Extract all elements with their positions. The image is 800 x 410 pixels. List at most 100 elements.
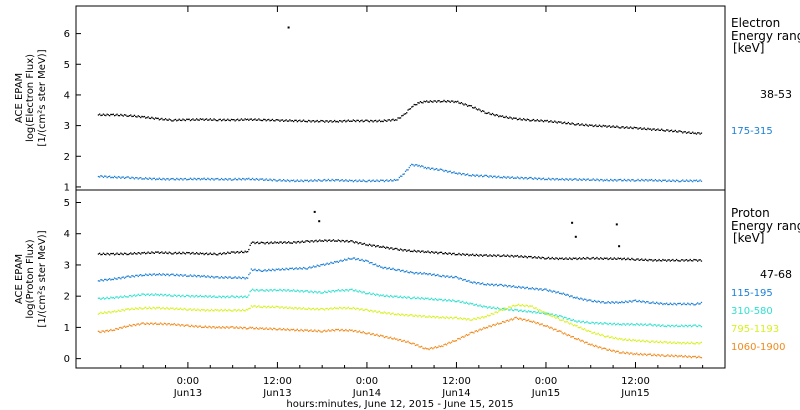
proton-point (357, 331, 359, 333)
electron-point (101, 114, 103, 116)
electron-point (128, 115, 131, 117)
proton-point (646, 301, 648, 303)
electron-point (433, 169, 435, 171)
electron-point (269, 178, 271, 180)
electron-point (132, 115, 134, 117)
electron-point (450, 172, 453, 174)
electron-point (341, 179, 343, 181)
proton-point (356, 290, 358, 292)
proton-point (417, 296, 419, 298)
electron-point (99, 176, 101, 178)
proton-point (116, 278, 118, 280)
proton-point (546, 313, 548, 316)
proton-point (120, 278, 122, 280)
electron-point (585, 179, 587, 182)
proton-point (532, 256, 535, 259)
proton-point (448, 276, 450, 279)
proton-point (317, 329, 320, 331)
proton-point (281, 290, 284, 292)
electron-point (482, 110, 484, 112)
proton-point (385, 312, 387, 314)
electron-point (678, 181, 680, 183)
proton-point (194, 309, 197, 311)
proton-point (297, 268, 300, 270)
proton-point (235, 277, 238, 279)
proton-point (659, 325, 661, 327)
proton-point (489, 254, 491, 256)
proton-point (593, 323, 596, 325)
proton-point (112, 296, 114, 299)
electron-point (353, 180, 356, 182)
proton-point (583, 258, 586, 260)
electron-point (404, 170, 407, 172)
proton-point (633, 353, 635, 355)
proton-point (669, 260, 671, 262)
proton-point (455, 340, 458, 342)
electron-point (401, 175, 403, 177)
proton-point (498, 310, 500, 312)
proton-point (580, 321, 582, 324)
proton-point (490, 326, 492, 328)
electron-point (422, 102, 424, 104)
proton-point (572, 257, 574, 259)
proton-point (409, 271, 412, 273)
electron-point (398, 176, 400, 179)
proton-point (606, 349, 608, 351)
proton-point (135, 274, 137, 277)
proton-point (689, 342, 691, 345)
proton-point (237, 295, 239, 298)
electron-point (263, 118, 265, 120)
electron-point (356, 180, 358, 183)
electron-point (672, 179, 674, 181)
proton-point (516, 287, 519, 289)
proton-point (239, 277, 241, 279)
proton-point (597, 332, 599, 334)
proton-point (207, 253, 209, 256)
electron-point (567, 121, 569, 124)
proton-point (162, 306, 164, 309)
proton-point (585, 329, 587, 331)
proton-point (332, 307, 335, 310)
proton-point (254, 268, 256, 270)
electron-point (549, 121, 551, 123)
proton-point (219, 309, 221, 311)
electron-point (532, 118, 535, 121)
proton-point (295, 267, 297, 269)
electron-point (330, 120, 332, 122)
electron-point (571, 179, 573, 181)
proton-point (603, 257, 606, 259)
proton-point (327, 290, 330, 292)
electron-point (506, 117, 509, 119)
proton-point (526, 286, 528, 288)
proton-point (248, 294, 250, 296)
proton-point (428, 273, 430, 275)
proton-point (564, 293, 566, 295)
proton-point (138, 307, 141, 309)
proton-point (694, 324, 696, 326)
proton-point (531, 305, 533, 307)
electron-point (156, 178, 158, 180)
proton-point (184, 308, 187, 310)
proton-point (171, 253, 173, 255)
electron-point (159, 118, 162, 120)
proton-point (438, 298, 440, 300)
electron-point (341, 121, 343, 123)
proton-point (181, 253, 183, 255)
electron-point (438, 100, 440, 102)
proton-point (173, 274, 175, 277)
electron-point (597, 179, 599, 181)
electron-point (698, 180, 700, 182)
proton-point (587, 322, 589, 324)
proton-point (500, 255, 502, 257)
electron-point (591, 179, 593, 181)
proton-point (432, 315, 434, 317)
proton-point (381, 295, 383, 297)
proton-point (540, 310, 542, 312)
proton-point (99, 252, 101, 254)
proton-point (345, 289, 347, 291)
proton-point (117, 309, 119, 311)
electron-point (162, 177, 164, 180)
proton-point (426, 297, 428, 300)
proton-point (171, 295, 173, 297)
